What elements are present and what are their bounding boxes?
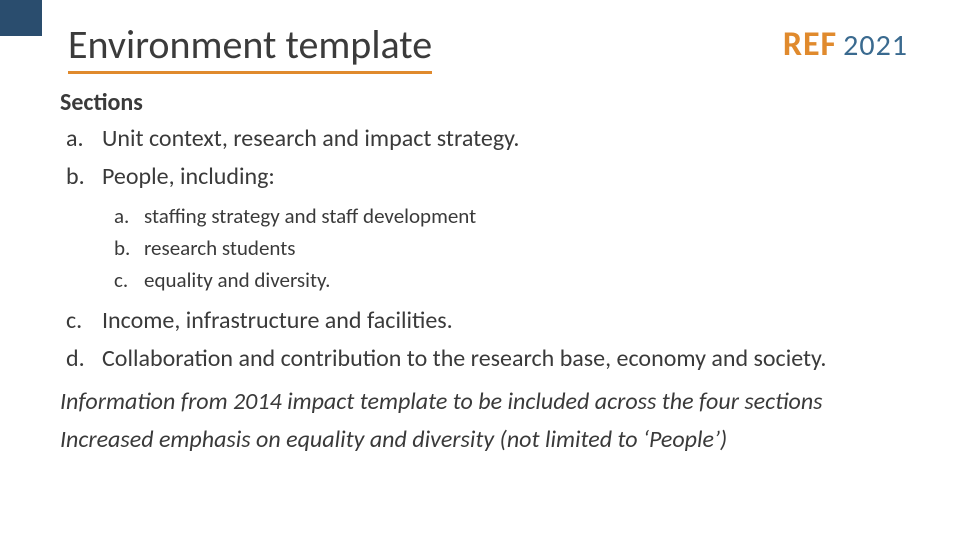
slide: REF 2021 Environment template Sections a… [0, 0, 960, 540]
logo-year-text: 2021 [843, 27, 908, 64]
outer-list-continued: c. Income, infrastructure and facilities… [60, 305, 910, 376]
content-area: Sections a. Unit context, research and i… [60, 88, 910, 462]
inner-item: a. staffing strategy and staff developme… [110, 202, 910, 230]
list-marker: a. [60, 123, 102, 155]
list-marker: b. [60, 161, 102, 193]
list-marker: c. [110, 266, 144, 294]
note-line: Information from 2014 impact template to… [60, 386, 910, 418]
list-marker: a. [110, 202, 144, 230]
logo-ref-text: REF [783, 24, 837, 65]
sections-heading: Sections [60, 88, 910, 117]
list-text: staffing strategy and staff development [144, 202, 476, 230]
notes: Information from 2014 impact template to… [60, 386, 910, 457]
list-text: Unit context, research and impact strate… [102, 123, 519, 155]
list-marker: b. [110, 234, 144, 262]
inner-list-wrap: a. staffing strategy and staff developme… [60, 202, 910, 295]
outer-item: b. People, including: [60, 161, 910, 193]
list-text: Income, infrastructure and facilities. [102, 305, 453, 337]
outer-list: a. Unit context, research and impact str… [60, 123, 910, 194]
ref2021-logo: REF 2021 [783, 24, 908, 65]
slide-title: Environment template [68, 20, 432, 74]
list-text: Collaboration and contribution to the re… [102, 343, 826, 375]
note-line: Increased emphasis on equality and diver… [60, 424, 910, 456]
outer-item: c. Income, infrastructure and facilities… [60, 305, 910, 337]
inner-item: b. research students [110, 234, 910, 262]
outer-item: d. Collaboration and contribution to the… [60, 343, 910, 375]
accent-block [0, 0, 42, 36]
list-marker: c. [60, 305, 102, 337]
inner-item: c. equality and diversity. [110, 266, 910, 294]
list-text: research students [144, 234, 296, 262]
list-text: People, including: [102, 161, 275, 193]
list-marker: d. [60, 343, 102, 375]
list-text: equality and diversity. [144, 266, 330, 294]
inner-list: a. staffing strategy and staff developme… [110, 202, 910, 295]
outer-item: a. Unit context, research and impact str… [60, 123, 910, 155]
